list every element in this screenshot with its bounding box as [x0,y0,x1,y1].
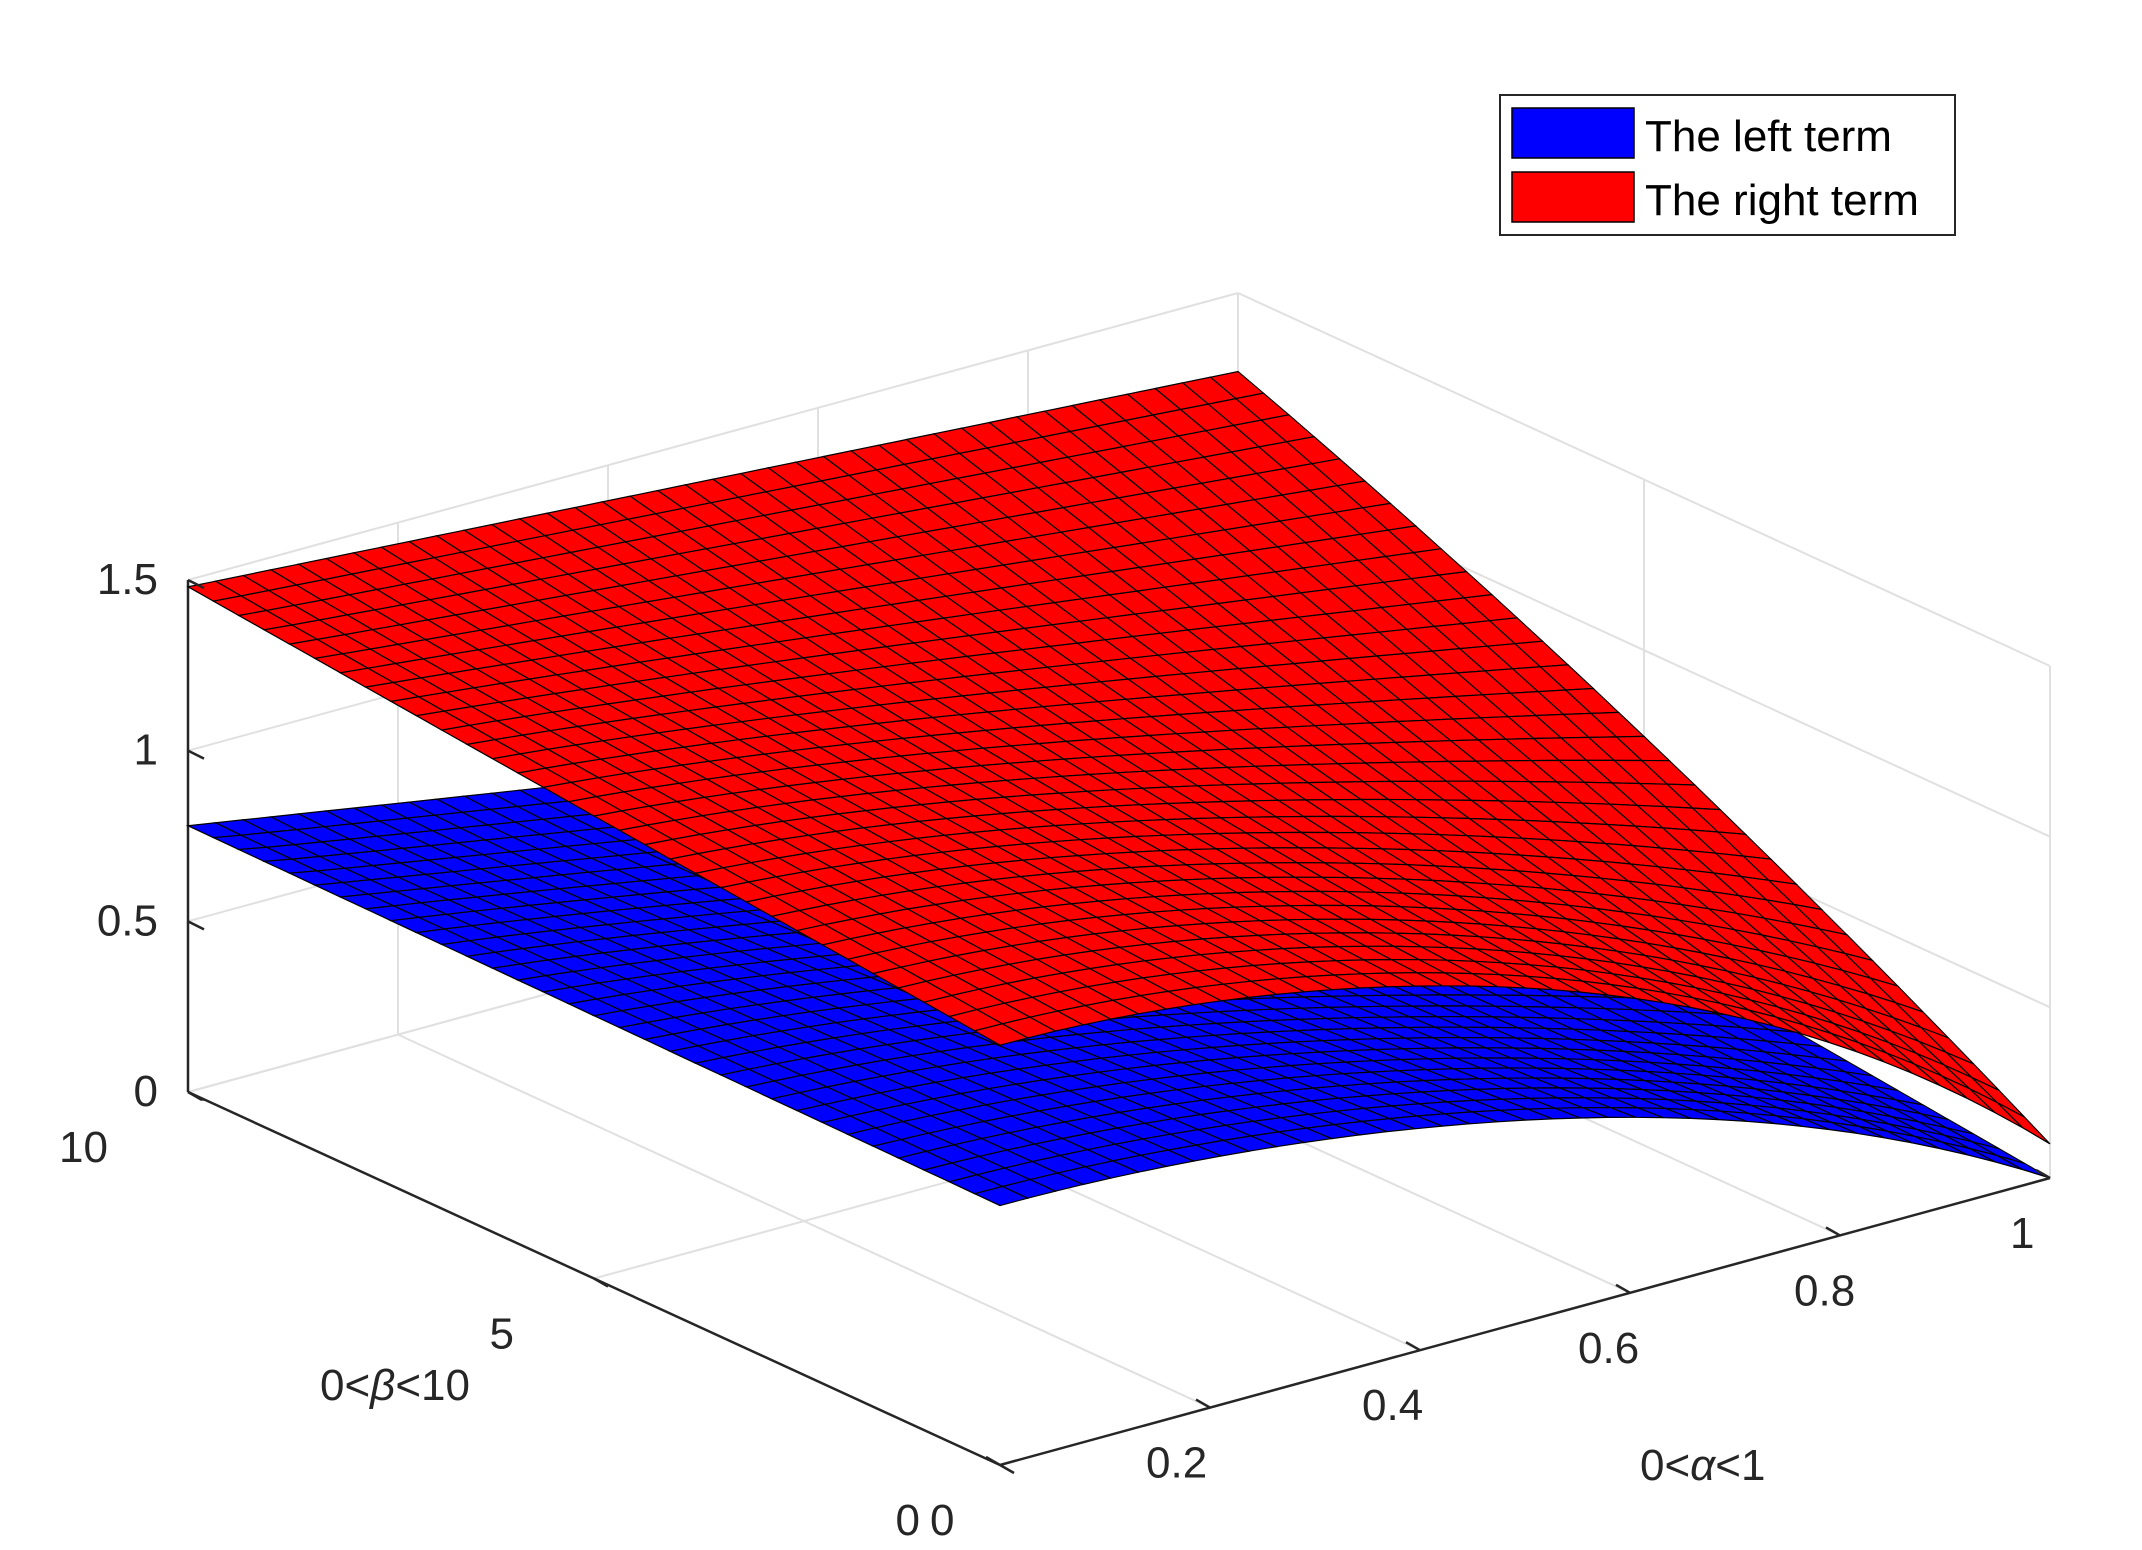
alpha-axis-label: 0<α<1 [1640,1441,1765,1490]
z-tick [187,578,205,590]
z-tick [187,1090,205,1102]
grid-line [397,1033,1211,1409]
legend-label-right-term: The right term [1645,176,1919,225]
alpha-tick-label: 0.6 [1578,1324,1639,1373]
alpha-axis-line [999,1176,2051,1467]
legend-swatch-left-term [1511,107,1635,159]
legend-label-left-term: The left term [1645,112,1892,161]
alpha-tick-label: 0 [930,1496,954,1545]
beta-tick-label: 10 [59,1123,108,1172]
surface-patch [1996,1101,2051,1145]
alpha-tick-label: 0.2 [1146,1439,1207,1488]
beta-tick-label: 5 [490,1310,514,1359]
alpha-tick-label: 0.8 [1794,1266,1855,1315]
alpha-tick-label: 0.4 [1362,1381,1423,1430]
surface-patch [972,1185,1030,1207]
grid-line [187,292,1239,581]
z-tick [187,920,205,931]
surface-patch [973,1023,1030,1046]
alpha-tick [1615,1283,1631,1294]
beta-tick [593,1277,609,1288]
alpha-tick [1825,1226,1841,1237]
alpha-tick [1405,1341,1421,1352]
z-tick [187,749,205,760]
alpha-tick-label: 1 [2010,1209,2034,1258]
z-tick-label: 0 [134,1067,158,1116]
z-tick-label: 1.5 [97,555,158,604]
z-tick-label: 1 [134,726,158,775]
beta-tick-label: 0 [896,1496,920,1545]
legend: The left term The right term [1499,94,1956,236]
z-tick-label: 0.5 [97,896,158,945]
beta-tick [999,1463,1015,1475]
alpha-tick [2035,1168,2051,1180]
surface-right-term [186,370,2051,1145]
alpha-tick [985,1455,1001,1467]
beta-axis-label: 0<β<10 [320,1361,470,1410]
alpha-tick [1195,1398,1211,1409]
legend-swatch-right-term [1511,171,1635,223]
